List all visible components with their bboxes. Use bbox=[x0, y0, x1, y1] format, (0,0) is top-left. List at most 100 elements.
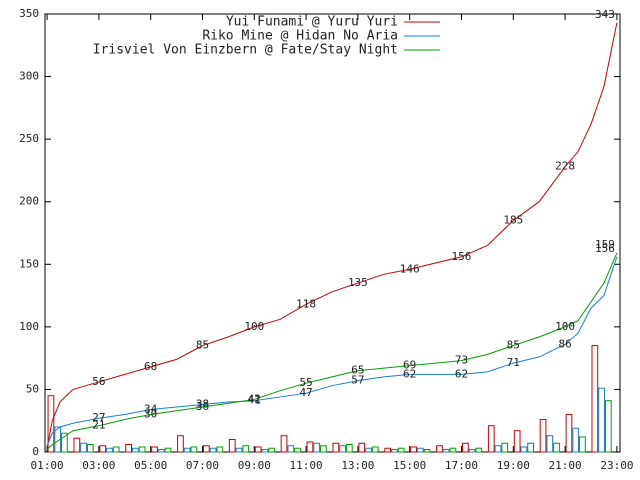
bar bbox=[442, 448, 450, 453]
bar bbox=[565, 413, 573, 453]
data-label: 118 bbox=[296, 297, 316, 310]
bar bbox=[202, 445, 210, 453]
bar bbox=[294, 447, 301, 453]
bar bbox=[384, 447, 392, 453]
bar bbox=[513, 430, 521, 453]
data-label: 41 bbox=[248, 394, 261, 407]
data-label: 85 bbox=[507, 339, 520, 352]
bar bbox=[47, 395, 55, 453]
bar bbox=[501, 442, 509, 453]
bar bbox=[604, 400, 612, 453]
bar bbox=[487, 425, 495, 453]
bar bbox=[591, 345, 599, 453]
bar bbox=[268, 447, 275, 453]
data-label: 34 bbox=[144, 402, 158, 415]
bar bbox=[132, 447, 139, 453]
bar bbox=[546, 435, 554, 453]
plot-border bbox=[44, 13, 621, 453]
bar bbox=[209, 447, 217, 453]
bar bbox=[157, 448, 165, 453]
bar bbox=[391, 448, 398, 453]
legend-label: Riko Mine @ Hidan No Aria bbox=[202, 29, 398, 44]
x-tick-label: 17:00 bbox=[445, 459, 478, 472]
series-line bbox=[46, 256, 618, 446]
bar bbox=[579, 436, 586, 453]
y-tick-label: 250 bbox=[19, 132, 39, 145]
bar bbox=[553, 442, 560, 453]
bar bbox=[423, 448, 431, 453]
bar bbox=[125, 443, 133, 453]
data-label: 47 bbox=[299, 386, 312, 399]
bar bbox=[468, 448, 476, 453]
bar bbox=[254, 446, 262, 453]
bar bbox=[183, 447, 191, 453]
bar bbox=[339, 445, 346, 453]
data-label: 62 bbox=[455, 367, 468, 380]
data-label: 135 bbox=[348, 276, 368, 289]
y-tick-label: 0 bbox=[32, 445, 39, 458]
data-label: 73 bbox=[455, 354, 468, 367]
bar bbox=[345, 443, 353, 453]
bar bbox=[306, 441, 314, 453]
legend-label: Irisviel Von Einzbern @ Fate/Stay Night bbox=[93, 43, 398, 58]
data-label: 62 bbox=[403, 367, 416, 380]
data-label: 343 bbox=[595, 8, 615, 21]
data-label: 100 bbox=[555, 320, 575, 333]
data-label: 71 bbox=[507, 356, 520, 369]
bar bbox=[572, 427, 580, 453]
data-label: 57 bbox=[351, 374, 364, 387]
data-label: 36 bbox=[196, 400, 209, 413]
x-tick-label: 15:00 bbox=[393, 459, 426, 472]
x-tick-label: 19:00 bbox=[497, 459, 530, 472]
bar bbox=[177, 435, 184, 453]
data-label: 55 bbox=[299, 376, 312, 389]
bar bbox=[358, 442, 366, 453]
y-tick-label: 300 bbox=[19, 70, 39, 83]
bar bbox=[190, 446, 198, 453]
y-tick-label: 50 bbox=[26, 382, 39, 395]
data-label: 100 bbox=[244, 320, 264, 333]
bar bbox=[494, 445, 502, 453]
bar bbox=[449, 447, 457, 453]
bar bbox=[151, 446, 158, 453]
y-tick-label: 350 bbox=[19, 7, 39, 20]
x-tick-label: 21:00 bbox=[549, 459, 582, 472]
bar bbox=[106, 447, 113, 453]
bar bbox=[86, 443, 94, 453]
x-tick-label: 07:00 bbox=[186, 459, 219, 472]
bar bbox=[365, 447, 372, 453]
legend-label: Yui Funami @ Yuru Yuri bbox=[226, 15, 398, 30]
bar bbox=[397, 447, 405, 453]
data-label: 159 bbox=[595, 238, 615, 251]
bar bbox=[138, 446, 146, 453]
bar bbox=[73, 437, 81, 453]
bar bbox=[80, 442, 87, 453]
bar bbox=[416, 447, 424, 453]
data-label: 68 bbox=[144, 360, 157, 373]
bar bbox=[112, 446, 120, 453]
data-label: 65 bbox=[351, 364, 364, 377]
data-label: 27 bbox=[92, 411, 105, 424]
data-label: 185 bbox=[503, 213, 523, 226]
bar bbox=[261, 448, 269, 453]
bar bbox=[61, 432, 68, 453]
data-label: 146 bbox=[400, 262, 420, 275]
data-label: 156 bbox=[595, 242, 615, 255]
data-label: 86 bbox=[558, 337, 571, 350]
bar bbox=[539, 418, 547, 453]
series-line bbox=[46, 22, 618, 449]
data-label: 156 bbox=[452, 250, 472, 263]
x-tick-label: 13:00 bbox=[341, 459, 374, 472]
bar bbox=[410, 446, 417, 453]
y-tick-label: 100 bbox=[19, 320, 39, 333]
y-tick-label: 200 bbox=[19, 195, 39, 208]
y-tick-label: 150 bbox=[19, 257, 39, 270]
bar bbox=[313, 442, 321, 453]
bar bbox=[320, 445, 327, 453]
bar bbox=[475, 447, 483, 453]
data-label: 21 bbox=[92, 419, 105, 432]
bar bbox=[436, 445, 443, 453]
bar bbox=[520, 446, 528, 453]
x-tick-label: 03:00 bbox=[82, 459, 115, 472]
